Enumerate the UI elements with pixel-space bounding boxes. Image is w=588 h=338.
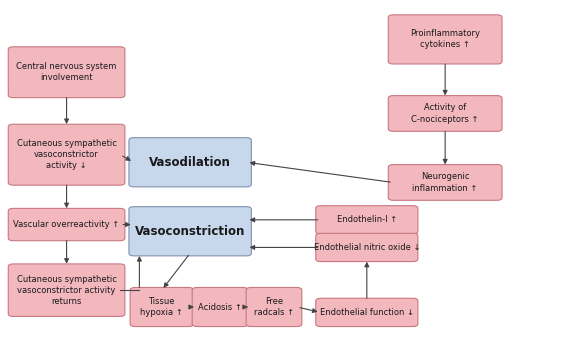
Text: Central nervous system
involvement: Central nervous system involvement [16,62,117,82]
FancyBboxPatch shape [388,165,502,200]
Text: Neurogenic
inflammation ↑: Neurogenic inflammation ↑ [412,172,478,193]
FancyBboxPatch shape [130,288,193,327]
Text: Vascular overreactivity ↑: Vascular overreactivity ↑ [14,220,120,229]
FancyBboxPatch shape [316,206,418,234]
FancyBboxPatch shape [8,47,125,98]
FancyBboxPatch shape [8,124,125,185]
Text: Vasoconstriction: Vasoconstriction [135,225,245,238]
Text: Tissue
hypoxia ↑: Tissue hypoxia ↑ [141,297,183,317]
FancyBboxPatch shape [8,209,125,241]
Text: Vasodilation: Vasodilation [149,156,231,169]
Text: Cutaneous sympathetic
vasoconstrictor
activity ↓: Cutaneous sympathetic vasoconstrictor ac… [16,139,116,170]
Text: Free
radcals ↑: Free radcals ↑ [254,297,294,317]
Text: Endothelin-I ↑: Endothelin-I ↑ [337,215,397,224]
Text: Cutaneous sympathetic
vasoconstrictor activity
returns: Cutaneous sympathetic vasoconstrictor ac… [16,274,116,306]
FancyBboxPatch shape [316,298,418,327]
FancyBboxPatch shape [388,96,502,131]
FancyBboxPatch shape [192,288,248,327]
Text: Endothelial nitric oxide ↓: Endothelial nitric oxide ↓ [313,243,420,252]
FancyBboxPatch shape [388,15,502,64]
Text: Activity of
C-nociceptors ↑: Activity of C-nociceptors ↑ [412,103,479,123]
Text: Proinflammatory
cytokines ↑: Proinflammatory cytokines ↑ [410,29,480,49]
FancyBboxPatch shape [316,233,418,262]
Text: Endothelial function ↓: Endothelial function ↓ [320,308,414,317]
Text: Acidosis ↑: Acidosis ↑ [198,303,242,312]
FancyBboxPatch shape [8,264,125,316]
FancyBboxPatch shape [129,138,252,187]
FancyBboxPatch shape [129,207,252,256]
FancyBboxPatch shape [246,288,302,327]
